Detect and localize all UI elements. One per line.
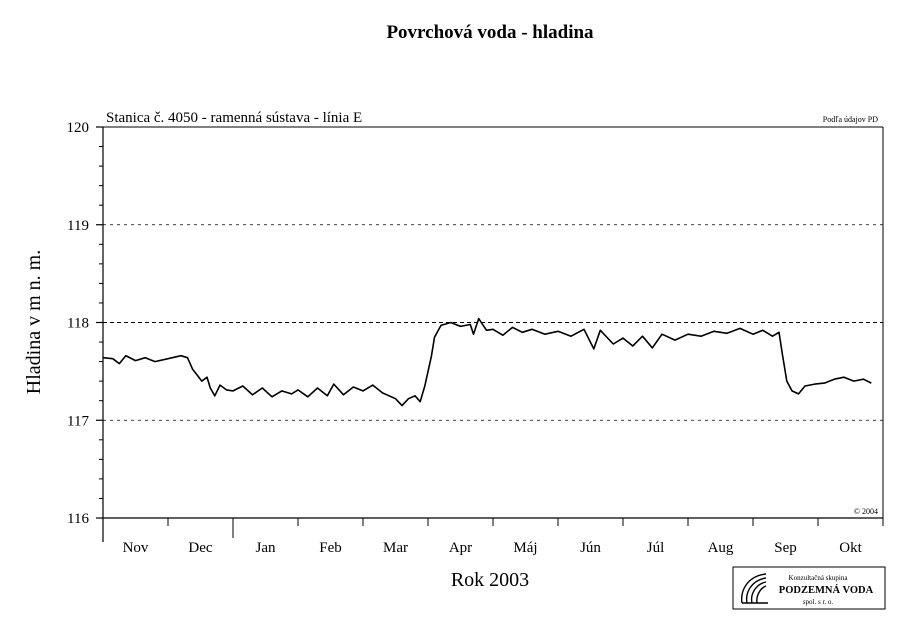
plot-frame [102,126,884,542]
y-axis-label: Hladina v m n. m. [23,250,45,394]
x-tick-label: Okt [839,540,862,556]
x-tick-label: Júl [647,540,665,556]
logo-line-2: PODZEMNÁ VODA [779,584,874,596]
source-note: Podľa údajov PD [823,115,878,124]
x-tick-label: Jún [580,540,601,556]
logo-line-1: Konzultačná skupina [789,574,849,582]
x-tick-label: Máj [513,540,537,556]
x-tick-label: Mar [383,540,408,556]
y-tick-label: 119 [67,218,89,234]
x-tick-label: Jan [256,540,276,556]
gridlines [103,224,883,421]
series-layer [102,317,872,407]
x-tick-label: Sep [774,540,797,556]
company-logo: Konzultačná skupina PODZEMNÁ VODA spol. … [732,566,886,610]
copyright-note: © 2004 [854,507,878,516]
x-tick-label: Nov [123,540,149,556]
y-tick-label: 116 [67,511,89,527]
series-line-0 [102,317,872,407]
chart-title: Povrchová voda - hladina [386,22,594,43]
y-tick-label: 117 [67,413,89,429]
x-tick-label: Aug [708,540,734,556]
chart-subtitle: Stanica č. 4050 - ramenná sústava - líni… [106,110,362,126]
y-tick-label: 120 [67,120,90,136]
x-tick-label: Dec [188,540,212,556]
x-axis-ticks: Nov Dec Jan Feb Mar Apr Máj Jún Júl Aug Sep Okt [102,518,884,556]
y-axis-ticks: 116 117 118 119 120 [67,120,103,527]
x-tick-label: Feb [319,540,342,556]
logo-mark-icon [741,573,768,604]
x-tick-label: Apr [449,540,472,556]
x-axis-label: Rok 2003 [451,569,529,591]
logo-line-3: spol. s r. o. [803,598,834,606]
y-tick-label: 118 [67,316,89,332]
